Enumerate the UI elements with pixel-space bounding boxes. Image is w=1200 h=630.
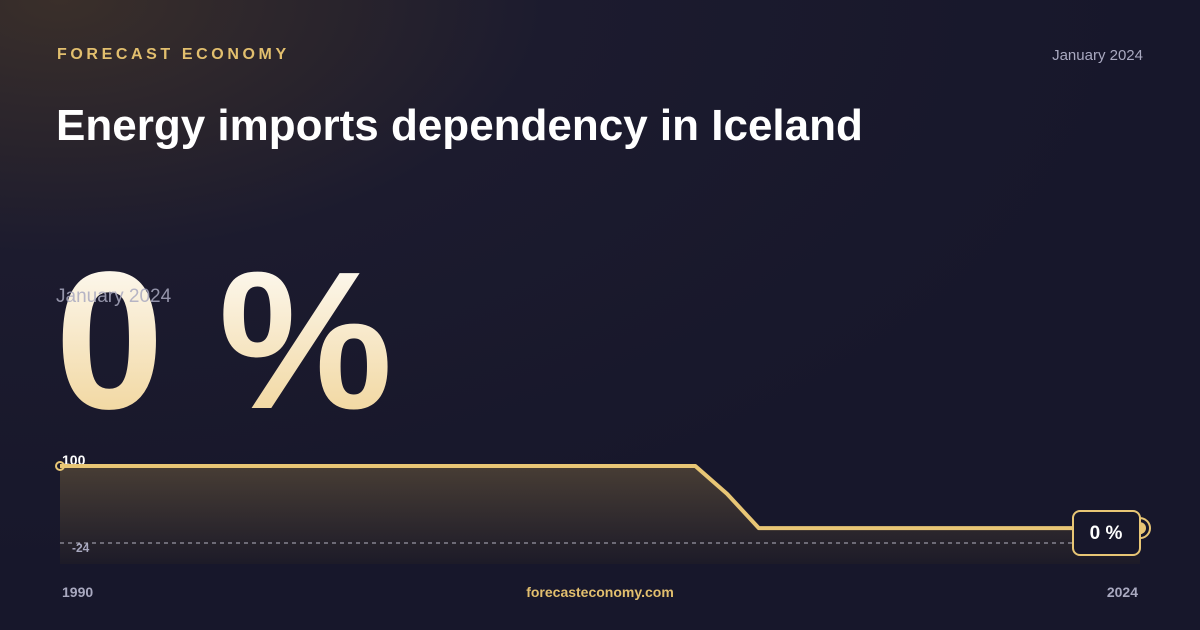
date: January 2024 bbox=[1052, 47, 1143, 64]
line bbox=[60, 464, 1140, 531]
highlight-date: January 2024 bbox=[56, 286, 172, 307]
end-label: 0 % bbox=[1090, 523, 1123, 544]
title: Energy imports dependency in Iceland bbox=[56, 101, 863, 150]
x-tick-label: 1990 bbox=[62, 584, 93, 600]
big-value: 0 % bbox=[55, 231, 393, 450]
brand: FORECAST ECONOMY bbox=[57, 46, 290, 63]
y-tick-label: -24 bbox=[72, 541, 90, 555]
end-badge bbox=[1072, 510, 1141, 556]
x-tick-label: 2024 bbox=[1107, 584, 1138, 600]
area bbox=[60, 466, 1140, 564]
start-point bbox=[55, 461, 65, 471]
footer-site: forecasteconomy.com bbox=[526, 584, 674, 600]
